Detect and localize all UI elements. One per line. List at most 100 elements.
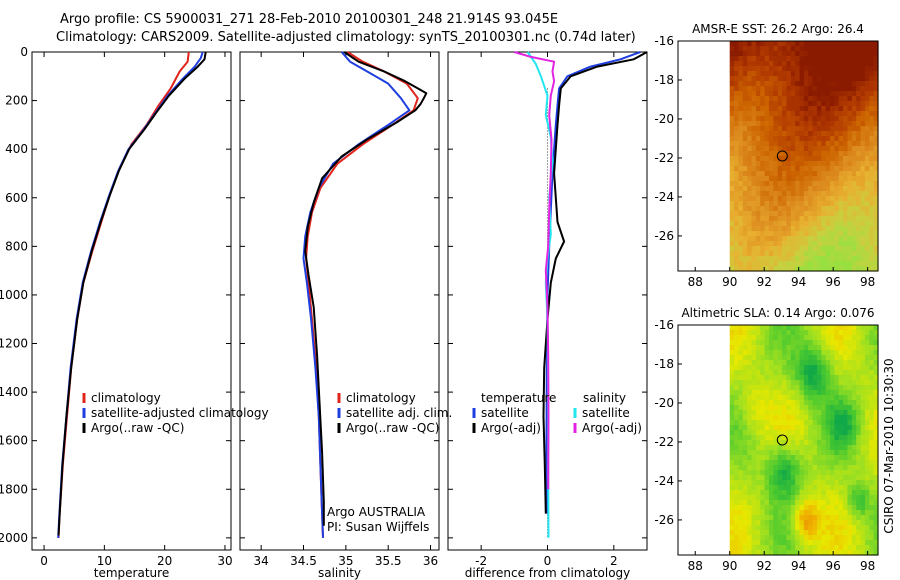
sst-heatmap-cell [864,126,870,132]
sst-heatmap-cell [782,56,788,62]
sst-heatmap-cell [869,51,875,57]
sst-xtick-label: 94 [791,275,806,289]
sst-heatmap-cell [860,196,866,202]
sla-heatmap-cell [803,330,809,336]
sla-heatmap-cell [764,375,770,381]
sst-heatmap-cell [790,46,796,52]
sst-heatmap-cell [747,151,753,157]
sla-heatmap-cell [803,550,809,556]
sla-heatmap-cell [873,405,879,411]
sla-heatmap-cell [821,350,827,356]
sla-heatmap-cell [738,440,744,446]
sst-heatmap-cell [782,126,788,132]
sst-heatmap-cell [847,186,853,192]
sst-heatmap-cell [790,226,796,232]
sst-heatmap-cell [856,206,862,212]
temperature-ytick-label: 800 [5,239,28,253]
sst-heatmap-cell [830,166,835,172]
sla-heatmap-cell [734,375,740,381]
sst-heatmap-cell [860,46,866,52]
sla-heatmap-cell [816,430,822,436]
sla-heatmap-cell [830,435,835,441]
sst-heatmap-cell [834,151,840,157]
sst-heatmap-cell [843,256,849,262]
sst-heatmap-cell [764,176,770,182]
sst-heatmap-cell [816,181,822,187]
sla-heatmap-cell [825,410,831,416]
sla-heatmap-cell [851,375,857,381]
sla-heatmap-cell [860,470,866,476]
sla-heatmap-cell [790,470,796,476]
sst-heatmap-cell [864,111,870,117]
sla-heatmap-cell [821,475,827,481]
sst-heatmap-cell [830,176,835,182]
sla-heatmap-cell [830,470,835,476]
sst-heatmap-cell [760,81,766,87]
sla-heatmap-cell [782,530,788,536]
sla-heatmap-cell [751,530,757,536]
sla-heatmap-cell [803,525,809,531]
sla-heatmap-cell [847,460,853,466]
sst-heatmap-cell [777,251,783,257]
sla-heatmap-cell [790,385,796,391]
sst-heatmap-cell [838,111,844,117]
sla-heatmap-cell [742,375,748,381]
sst-heatmap-cell [782,71,788,77]
sst-heatmap-cell [830,226,835,232]
sst-heatmap-cell [860,256,866,262]
sst-heatmap-cell [786,161,792,167]
sla-heatmap-cell [738,455,744,461]
sst-heatmap-cell [864,146,870,152]
sst-heatmap-cell [747,241,753,247]
sla-heatmap-cell [786,430,792,436]
sla-heatmap-cell [873,465,879,471]
sla-heatmap-cell [747,530,753,536]
sst-heatmap-cell [747,136,753,142]
sst-heatmap-cell [830,116,835,122]
temperature-legend-label: Argo(..raw -QC) [91,421,184,435]
sla-heatmap-cell [747,540,753,546]
sla-heatmap-cell [782,375,788,381]
sla-heatmap-cell [786,540,792,546]
sst-heatmap-cell [864,171,870,177]
sla-heatmap-cell [729,525,735,531]
sst-heatmap-cell [786,156,792,162]
sla-heatmap-cell [821,330,827,336]
sla-heatmap-cell [873,520,879,526]
sst-heatmap-cell [738,106,744,112]
sst-heatmap-cell [782,191,788,197]
sst-heatmap-cell [755,101,761,107]
sst-heatmap-cell [873,251,879,257]
sla-heatmap-cell [843,435,849,441]
sla-heatmap-cell [795,325,801,331]
sst-heatmap-cell [821,111,827,117]
sst-heatmap-cell [729,136,735,142]
sla-heatmap-cell [838,375,844,381]
sla-heatmap-cell [786,500,792,506]
sst-heatmap-cell [830,251,835,257]
sla-heatmap-cell [777,390,783,396]
sla-heatmap-cell [760,475,766,481]
sst-heatmap-cell [764,131,770,137]
sst-heatmap-cell [851,136,857,142]
sla-heatmap-cell [830,480,835,486]
sst-heatmap-cell [803,231,809,237]
sla-heatmap-cell [738,520,744,526]
sla-heatmap-cell [851,485,857,491]
sst-heatmap-cell [860,151,866,157]
sla-heatmap-cell [764,405,770,411]
sst-heatmap-cell [786,266,792,272]
sla-heatmap-cell [821,525,827,531]
sla-heatmap-cell [777,450,783,456]
sla-heatmap-cell [856,375,862,381]
sst-heatmap-cell [834,126,840,132]
sla-heatmap-cell [790,475,796,481]
sla-heatmap-cell [838,460,844,466]
sst-heatmap-cell [729,146,735,152]
sst-heatmap-cell [847,161,853,167]
sla-heatmap-cell [808,465,814,471]
sst-heatmap-cell [856,151,862,157]
sst-heatmap-cell [768,206,774,212]
sst-heatmap-cell [847,231,853,237]
sst-heatmap-cell [760,96,766,102]
